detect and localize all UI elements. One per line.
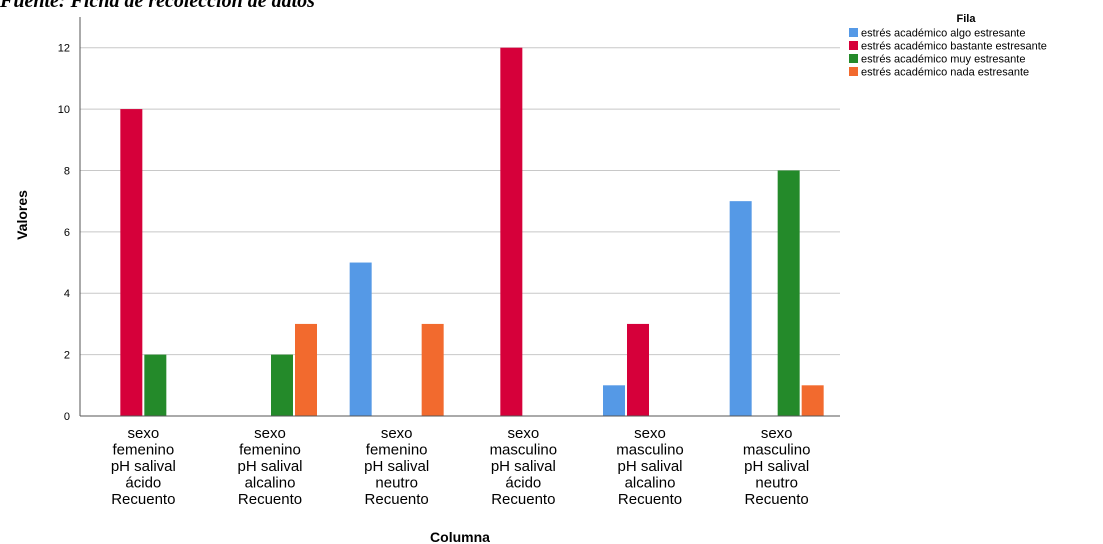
bar bbox=[120, 109, 143, 417]
legend-entry: estrés académico bastante estresante bbox=[849, 41, 1047, 53]
legend-label: estrés académico bastante estresante bbox=[861, 41, 1047, 53]
axes bbox=[79, 17, 840, 417]
y-tick-label: 2 bbox=[64, 350, 70, 362]
bar bbox=[603, 385, 625, 416]
x-axis-title: Columna bbox=[430, 529, 490, 544]
bar bbox=[729, 201, 752, 416]
legend-entry: estrés académico algo estresante bbox=[849, 28, 1025, 40]
y-tick-label: 12 bbox=[58, 43, 70, 55]
figure-caption: Fuente: Ficha de recolección de datos bbox=[0, 0, 315, 12]
bar bbox=[295, 323, 317, 416]
bar bbox=[777, 170, 800, 416]
legend-label: estrés académico nada estresante bbox=[861, 67, 1029, 79]
x-category-label: sexo masculino pH salival ácido Recuento bbox=[490, 425, 558, 508]
y-tick-label: 0 bbox=[64, 411, 70, 423]
bar bbox=[144, 354, 167, 416]
legend-label: estrés académico muy estresante bbox=[861, 54, 1025, 66]
bar bbox=[627, 323, 649, 416]
x-category-label: sexo masculino pH salival alcalino Recuento bbox=[616, 425, 684, 508]
bar bbox=[349, 262, 372, 416]
y-tick-labels: 0 2 4 6 8 10 12 bbox=[58, 43, 70, 423]
y-tick-label: 10 bbox=[58, 104, 70, 116]
bars bbox=[120, 47, 824, 417]
legend-label: estrés académico algo estresante bbox=[861, 28, 1025, 40]
legend-entry: estrés académico muy estresante bbox=[849, 54, 1025, 66]
y-tick-label: 8 bbox=[64, 165, 70, 177]
y-axis-title: Valores bbox=[14, 190, 30, 240]
x-category-label: sexo masculino pH salival neutro Recuento bbox=[743, 425, 811, 508]
y-tick-label: 4 bbox=[64, 288, 70, 300]
legend-title: Fila bbox=[957, 13, 977, 25]
legend-swatch bbox=[849, 67, 858, 76]
bar bbox=[421, 323, 444, 416]
legend-entry: estrés académico nada estresante bbox=[849, 67, 1029, 79]
grid-lines bbox=[80, 47, 840, 356]
legend-swatch bbox=[849, 54, 858, 63]
y-tick-label: 6 bbox=[64, 227, 70, 239]
bar bbox=[801, 385, 824, 416]
bar bbox=[500, 47, 523, 416]
x-category-label: sexo femenino pH salival alcalino Recuento bbox=[237, 425, 302, 508]
legend-swatch bbox=[849, 28, 858, 37]
x-category-label: sexo femenino pH salival ácido Recuento bbox=[111, 425, 176, 508]
legend-swatch bbox=[849, 41, 858, 50]
bar bbox=[271, 354, 293, 416]
x-category-label: sexo femenino pH salival neutro Recuento bbox=[364, 425, 429, 508]
x-category-labels: sexo femenino pH salival ácido Recuento sexo f… bbox=[111, 425, 811, 508]
